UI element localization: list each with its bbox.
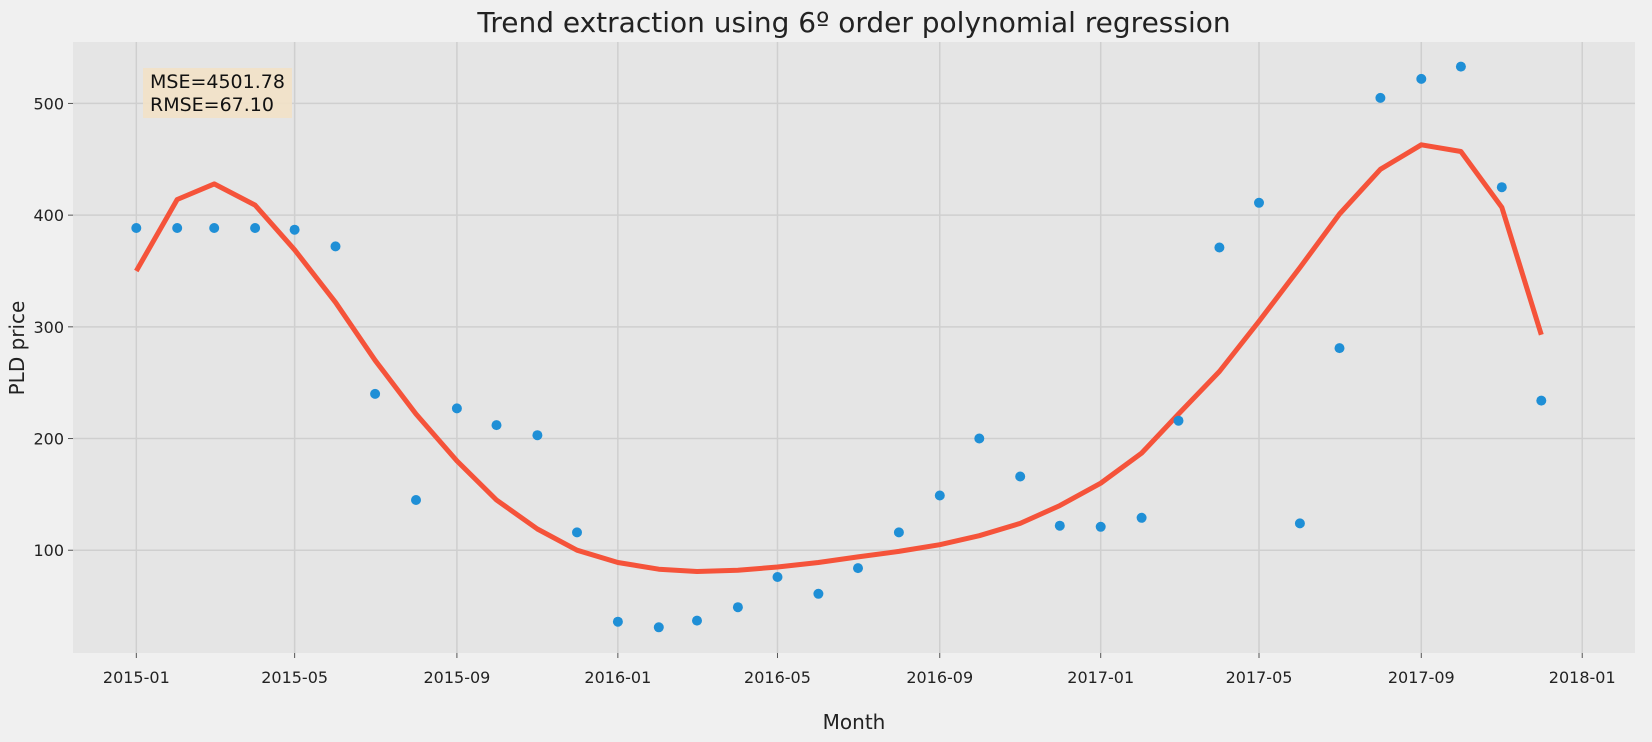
data-point xyxy=(1334,343,1345,354)
y-tick-label: 400 xyxy=(33,206,64,225)
data-point xyxy=(1375,92,1386,103)
data-point xyxy=(1294,518,1305,529)
data-point xyxy=(813,588,824,599)
trend-line xyxy=(134,142,1544,574)
data-point xyxy=(1496,182,1507,193)
data-point xyxy=(491,420,502,431)
metrics-annotation: MSE=4501.78 RMSE=67.10 xyxy=(143,68,292,118)
data-point xyxy=(612,616,623,627)
x-tick-label: 2015-05 xyxy=(261,668,328,687)
x-tick-label: 2018-01 xyxy=(1549,668,1616,687)
data-point xyxy=(1136,512,1147,523)
data-point xyxy=(1455,61,1466,72)
y-tick-label: 300 xyxy=(33,318,64,337)
y-axis-label: PLD price xyxy=(5,301,29,396)
data-point xyxy=(974,433,985,444)
data-point xyxy=(1214,242,1225,253)
data-point xyxy=(732,602,743,613)
y-tick-label: 100 xyxy=(33,541,64,560)
x-tick-label: 2017-09 xyxy=(1388,668,1455,687)
data-point xyxy=(370,388,381,399)
data-point xyxy=(853,563,863,574)
x-tick-label: 2016-05 xyxy=(744,668,811,687)
data-point xyxy=(1054,520,1065,531)
data-points-group xyxy=(131,61,1547,633)
data-point xyxy=(893,527,904,538)
y-tick-label: 200 xyxy=(33,430,64,449)
x-tick-label: 2017-01 xyxy=(1067,668,1134,687)
chart-title: Trend extraction using 6º order polynomi… xyxy=(476,6,1230,39)
data-point xyxy=(1536,395,1547,406)
x-tick-label: 2017-05 xyxy=(1226,668,1293,687)
mse-label: MSE=4501.78 xyxy=(150,71,285,93)
plot-area xyxy=(73,42,1635,653)
data-point xyxy=(692,615,702,626)
data-point xyxy=(451,403,462,414)
x-tick-label: 2016-01 xyxy=(584,668,651,687)
y-tick-label: 500 xyxy=(33,94,64,113)
annotation-box xyxy=(143,68,292,118)
data-point xyxy=(1095,521,1106,532)
x-axis-label: Month xyxy=(823,710,886,734)
x-tick-label: 2015-01 xyxy=(103,668,170,687)
trend-line-group xyxy=(134,142,1544,574)
data-point xyxy=(653,622,664,633)
data-point xyxy=(289,224,300,235)
data-point xyxy=(1173,415,1184,426)
data-point xyxy=(209,223,220,233)
data-point xyxy=(330,241,341,252)
x-tick-label: 2015-09 xyxy=(423,668,490,687)
data-point xyxy=(1254,197,1264,208)
x-axis-ticks: 2015-01 2015-05 2015-09 2016-01 2016-05 2016-… xyxy=(103,653,1616,687)
data-point xyxy=(172,223,183,233)
data-point xyxy=(532,430,543,441)
y-axis-ticks: 100 200 300 400 500 xyxy=(33,94,73,560)
data-point xyxy=(131,223,142,233)
data-point xyxy=(1015,471,1026,482)
data-point xyxy=(772,572,783,582)
data-point xyxy=(572,527,582,538)
data-point xyxy=(934,490,945,501)
data-point xyxy=(250,223,261,233)
data-point xyxy=(1416,73,1427,84)
rmse-label: RMSE=67.10 xyxy=(150,94,274,116)
x-tick-label: 2016-09 xyxy=(906,668,973,687)
data-point xyxy=(411,495,421,505)
